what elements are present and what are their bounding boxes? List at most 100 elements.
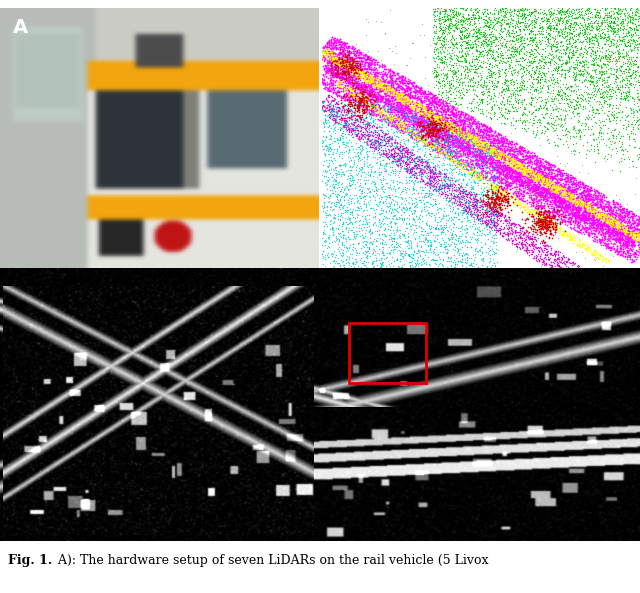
Point [404,85,415,95]
Point [635,244,640,253]
Point [337,102,347,111]
Point [429,93,440,103]
Point [499,146,509,155]
Point [384,66,394,75]
Point [372,123,382,132]
Point [562,232,572,241]
Point [325,132,335,141]
Point [361,71,371,81]
Point [384,91,394,101]
Point [578,66,588,76]
Point [458,193,468,202]
Point [512,19,522,28]
Point [323,232,333,242]
Point [476,57,486,66]
Point [372,190,383,200]
Point [600,60,611,70]
Point [392,131,402,141]
Point [569,75,579,85]
Point [398,246,408,256]
Point [359,243,369,252]
Point [601,217,611,227]
Point [335,80,345,90]
Point [454,81,464,90]
Point [508,168,518,178]
Point [463,161,474,171]
Point [439,170,449,179]
Point [324,64,334,74]
Point [554,211,564,221]
Point [342,101,352,111]
Point [319,83,329,93]
Point [352,89,362,98]
Point [358,192,369,201]
Point [383,182,394,192]
Point [412,159,422,168]
Point [522,204,532,213]
Point [605,16,616,25]
Point [347,171,357,181]
Point [460,130,470,139]
Point [355,113,365,123]
Point [364,238,374,248]
Point [447,133,457,143]
Point [515,155,525,164]
Point [323,52,333,62]
Point [486,147,497,157]
Point [439,186,449,196]
Point [429,121,439,130]
Point [609,235,620,244]
Point [394,91,404,101]
Point [600,151,611,161]
Point [470,160,481,169]
Point [390,204,400,213]
Point [429,110,439,119]
Point [366,89,376,98]
Point [627,212,637,222]
Point [499,160,509,170]
Point [550,194,561,203]
Point [573,218,583,227]
Point [332,70,342,79]
Point [482,178,492,188]
Point [573,264,583,274]
Point [335,75,346,85]
Point [633,101,640,110]
Point [342,69,352,79]
Point [587,215,597,225]
Point [320,252,330,262]
Point [426,106,436,116]
Point [513,146,524,156]
Point [374,174,385,184]
Point [401,152,412,161]
Point [534,216,544,225]
Point [531,84,541,94]
Point [326,65,337,74]
Point [330,176,340,186]
Point [527,197,538,206]
Point [476,151,486,160]
Point [460,109,470,118]
Point [416,107,426,116]
Point [357,90,367,99]
Point [342,61,353,71]
Point [469,218,479,227]
Point [394,153,404,162]
Point [551,58,561,68]
Point [506,221,516,230]
Point [584,201,595,211]
Point [345,74,355,84]
Point [592,215,602,224]
Point [541,232,551,241]
Point [460,225,470,234]
Point [524,192,534,202]
Point [466,211,476,220]
Point [429,184,439,193]
Point [347,53,357,63]
Point [621,233,632,243]
Point [422,241,433,251]
Point [475,151,485,161]
Point [465,76,475,85]
Point [540,126,550,136]
Point [582,110,593,120]
